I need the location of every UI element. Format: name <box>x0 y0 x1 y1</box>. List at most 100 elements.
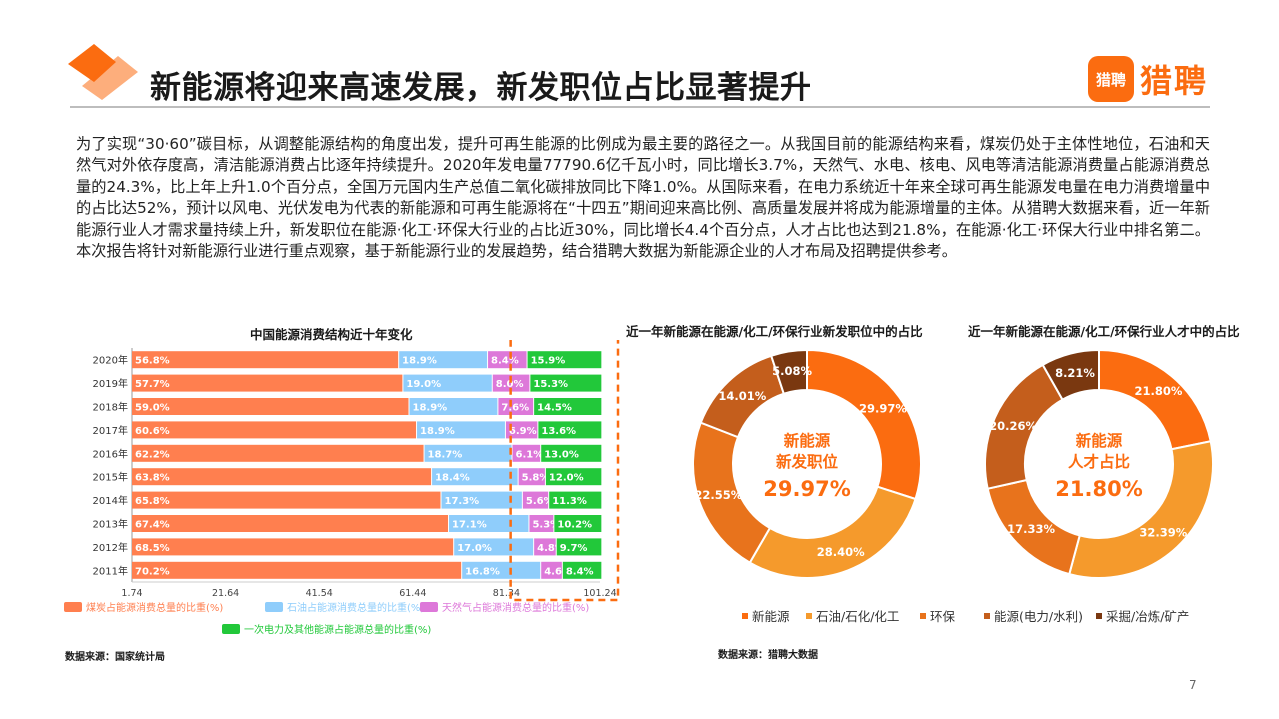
data-label: 67.4% <box>135 520 170 531</box>
bar-segment <box>538 421 602 439</box>
data-label: 17.3% <box>444 496 479 507</box>
legend-swatch <box>420 602 438 612</box>
bar-segment <box>518 468 545 486</box>
bar-segment <box>522 491 549 509</box>
data-label: 15.3% <box>533 379 568 390</box>
bar-segment <box>424 444 512 462</box>
bar-segment <box>132 421 417 439</box>
data-label: 8.4% <box>566 566 594 577</box>
slice-label: 8.21% <box>1055 366 1095 380</box>
bar-segment <box>132 468 432 486</box>
bar-segment <box>534 398 602 415</box>
donut-slice <box>769 348 808 396</box>
data-label: 4.6% <box>544 566 572 577</box>
data-label: 62.2% <box>135 449 170 460</box>
legend-swatch <box>64 602 82 612</box>
legend-swatch <box>222 624 240 634</box>
donut-slice <box>1041 348 1100 401</box>
bar-segment <box>449 515 529 532</box>
data-label: 57.7% <box>135 379 170 390</box>
bar-segment <box>417 421 505 439</box>
data-label: 13.6% <box>541 426 576 437</box>
energy-structure-bar-chart: 2020年 56.8% 18.9% 8.4% 15.9% 2019年 57.7% 19.0% 8… <box>64 340 620 636</box>
bar-segment <box>498 398 534 415</box>
data-label: 6.1% <box>516 449 544 460</box>
donut-center-line: 新能源 <box>784 431 831 450</box>
slice-label: 21.80% <box>1135 384 1183 398</box>
slice-label: 5.08% <box>772 364 812 378</box>
x-tick-label: 61.44 <box>399 588 426 599</box>
legend-dot <box>1096 613 1102 619</box>
legend-dot <box>984 613 990 619</box>
legend-swatch <box>265 602 283 612</box>
bar-segment <box>132 374 403 392</box>
donut-jobs-title: 近一年新能源在能源/化工/环保行业新发职位中的占比 <box>626 324 923 339</box>
legend-label: 石油占能源消费总量的比重(%) <box>287 601 424 614</box>
page-title: 新能源将迎来高速发展，新发职位占比显著提升 <box>150 70 812 106</box>
legend-label: 一次电力及其他能源占能源总量的比重(%) <box>244 623 431 636</box>
legend-label: 煤炭占能源消费总量的比重(%) <box>86 601 223 614</box>
legend-label: 天然气占能源消费总量的比重(%) <box>442 601 589 614</box>
x-tick-label: 1.74 <box>121 588 142 599</box>
bar-segment <box>132 491 441 509</box>
data-label: 13.0% <box>544 449 579 460</box>
bar-segment <box>132 538 454 556</box>
y-tick-label: 2017年 <box>93 424 128 437</box>
donut-legend: 新能源 石油/石化/化工 环保 能源(电力/水利) 采掘/冶炼/矿产 <box>742 609 1189 624</box>
bar-segment <box>454 538 534 556</box>
donut-center-line: 人才占比 <box>1068 452 1130 471</box>
bar-segment <box>534 538 556 556</box>
brand-logo: 猎聘 猎聘 <box>1088 56 1208 102</box>
bar-segment <box>441 491 522 509</box>
data-label: 9.7% <box>560 543 588 554</box>
slice-label: 17.33% <box>1007 522 1055 536</box>
data-label: 60.6% <box>135 426 170 437</box>
bar-segment <box>132 561 462 579</box>
x-tick-label: 101.24 <box>583 588 616 599</box>
y-tick-label: 2016年 <box>93 447 128 460</box>
data-label: 18.9% <box>413 403 448 414</box>
y-tick-label: 2020年 <box>93 354 128 367</box>
brand-name: 猎聘 <box>1140 62 1209 100</box>
x-tick-label: 81.34 <box>493 588 520 599</box>
legend-dot <box>806 613 812 619</box>
bar-segment <box>541 561 562 579</box>
data-label: 6.9% <box>509 426 537 437</box>
bar-chart-source: 数据来源：国家统计局 <box>65 652 165 663</box>
data-label: 5.8% <box>522 473 550 484</box>
bar-segment <box>132 515 449 532</box>
legend-label: 环保 <box>930 609 956 624</box>
data-label: 16.8% <box>465 566 500 577</box>
data-label: 65.8% <box>135 496 170 507</box>
bar-segment <box>527 351 602 369</box>
bar-segment <box>132 351 399 369</box>
bar-segment <box>549 491 602 509</box>
y-tick-label: 2019年 <box>93 377 128 390</box>
bar-segment <box>545 468 602 486</box>
data-label: 11.3% <box>552 496 587 507</box>
logo-chevron-icon <box>68 44 138 100</box>
data-label: 63.8% <box>135 473 170 484</box>
data-label: 8.0% <box>496 379 524 390</box>
donut-center-value: 21.80% <box>1055 477 1142 501</box>
legend-label: 能源(电力/水利) <box>994 609 1083 624</box>
data-label: 18.7% <box>428 449 463 460</box>
y-tick-label: 2014年 <box>93 494 128 507</box>
bar-segment <box>399 351 488 369</box>
y-tick-label: 2011年 <box>93 564 128 577</box>
data-label: 70.2% <box>135 566 170 577</box>
donut-center-value: 29.97% <box>763 477 850 501</box>
brand-badge: 猎聘 <box>1088 56 1134 102</box>
bar-segment <box>492 374 530 392</box>
legend-label: 新能源 <box>752 609 790 624</box>
bar-segment <box>505 421 538 439</box>
bar-segment <box>403 374 492 392</box>
slice-label: 29.97% <box>859 402 907 416</box>
donut-source: 数据来源：猎聘大数据 <box>718 650 818 661</box>
slice-label: 14.01% <box>718 389 766 403</box>
data-label: 4.8% <box>537 543 565 554</box>
bar-segment <box>554 515 602 532</box>
data-label: 12.0% <box>549 473 584 484</box>
